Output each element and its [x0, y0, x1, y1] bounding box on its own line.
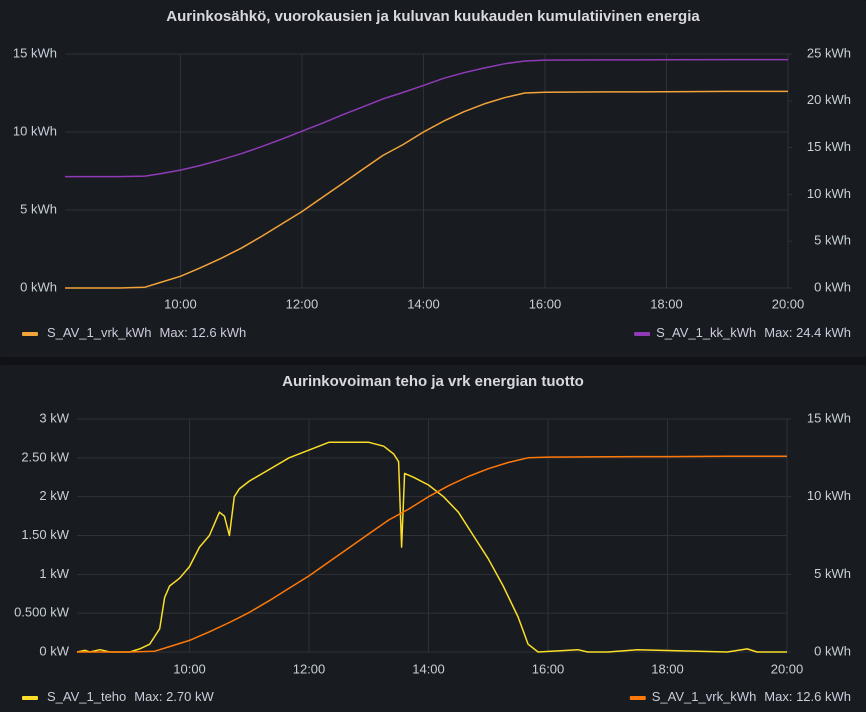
y2-tick-label: 25 kWh: [807, 45, 851, 60]
x-tick-label: 16:00: [532, 661, 565, 676]
legend-name: S_AV_1_vrk_kWh: [47, 325, 152, 340]
y2-tick-label: 0 kWh: [814, 643, 851, 658]
y-tick-label: 1 kW: [39, 566, 69, 581]
y2-tick-label: 15 kWh: [807, 410, 851, 425]
x-tick-label: 18:00: [650, 296, 683, 311]
y2-tick-label: 10 kWh: [807, 488, 851, 503]
x-tick-label: 14:00: [407, 296, 440, 311]
legend-stat: Max: 24.4 kWh: [764, 325, 851, 340]
panel: [0, 365, 866, 712]
legend-entry: S_AV_1_kk_kWh Max: 24.4 kWh: [656, 325, 851, 340]
legend-stat: Max: 2.70 kW: [134, 689, 214, 704]
y-tick-label: 0 kW: [39, 643, 69, 658]
y2-tick-label: 5 kWh: [814, 566, 851, 581]
series-line: [77, 455, 787, 653]
x-tick-label: 10:00: [164, 296, 197, 311]
legend-name: S_AV_1_kk_kWh: [656, 325, 756, 340]
x-tick-label: 16:00: [529, 296, 562, 311]
chart-title: Aurinkosähkö, vuorokausien ja kuluvan ku…: [166, 8, 700, 25]
x-tick-label: 12:00: [286, 296, 319, 311]
panel: [0, 0, 866, 357]
series-line: [65, 58, 788, 178]
legend-swatch: [22, 696, 38, 700]
y-tick-label: 3 kW: [39, 410, 69, 425]
legend-stat: Max: 12.6 kWh: [764, 689, 851, 704]
y-tick-label: 10 kWh: [13, 123, 57, 138]
y-tick-label: 0.500 kW: [14, 605, 70, 620]
legend-name: S_AV_1_teho: [47, 689, 126, 704]
x-tick-label: 20:00: [771, 661, 804, 676]
y-tick-label: 0 kWh: [20, 279, 57, 294]
y-tick-label: 1.50 kW: [21, 527, 69, 542]
y-tick-label: 15 kWh: [13, 45, 57, 60]
y2-tick-label: 5 kWh: [814, 233, 851, 248]
legend-swatch: [634, 332, 651, 336]
legend-swatch: [22, 332, 38, 336]
chart-title: Aurinkovoiman teho ja vrk energian tuott…: [282, 373, 584, 390]
y2-tick-label: 0 kWh: [814, 279, 851, 294]
y-tick-label: 5 kWh: [20, 201, 57, 216]
x-tick-label: 18:00: [651, 661, 684, 676]
legend-swatch: [629, 696, 646, 700]
legend-entry: S_AV_1_vrk_kWh Max: 12.6 kWh: [652, 689, 851, 704]
y-tick-label: 2.50 kW: [21, 449, 69, 464]
x-tick-label: 20:00: [772, 296, 805, 311]
x-tick-label: 12:00: [293, 661, 326, 676]
y2-tick-label: 15 kWh: [807, 139, 851, 154]
x-tick-label: 14:00: [412, 661, 445, 676]
legend-name: S_AV_1_vrk_kWh: [652, 689, 757, 704]
legend-entry: S_AV_1_teho Max: 2.70 kW: [47, 689, 214, 704]
legend-entry: S_AV_1_vrk_kWh Max: 12.6 kWh: [47, 325, 246, 340]
legend-stat: Max: 12.6 kWh: [160, 325, 247, 340]
y2-tick-label: 20 kWh: [807, 92, 851, 107]
series-line: [65, 90, 788, 289]
x-tick-label: 10:00: [173, 661, 206, 676]
y2-tick-label: 10 kWh: [807, 186, 851, 201]
series-line: [76, 441, 787, 653]
y-tick-label: 2 kW: [39, 488, 69, 503]
